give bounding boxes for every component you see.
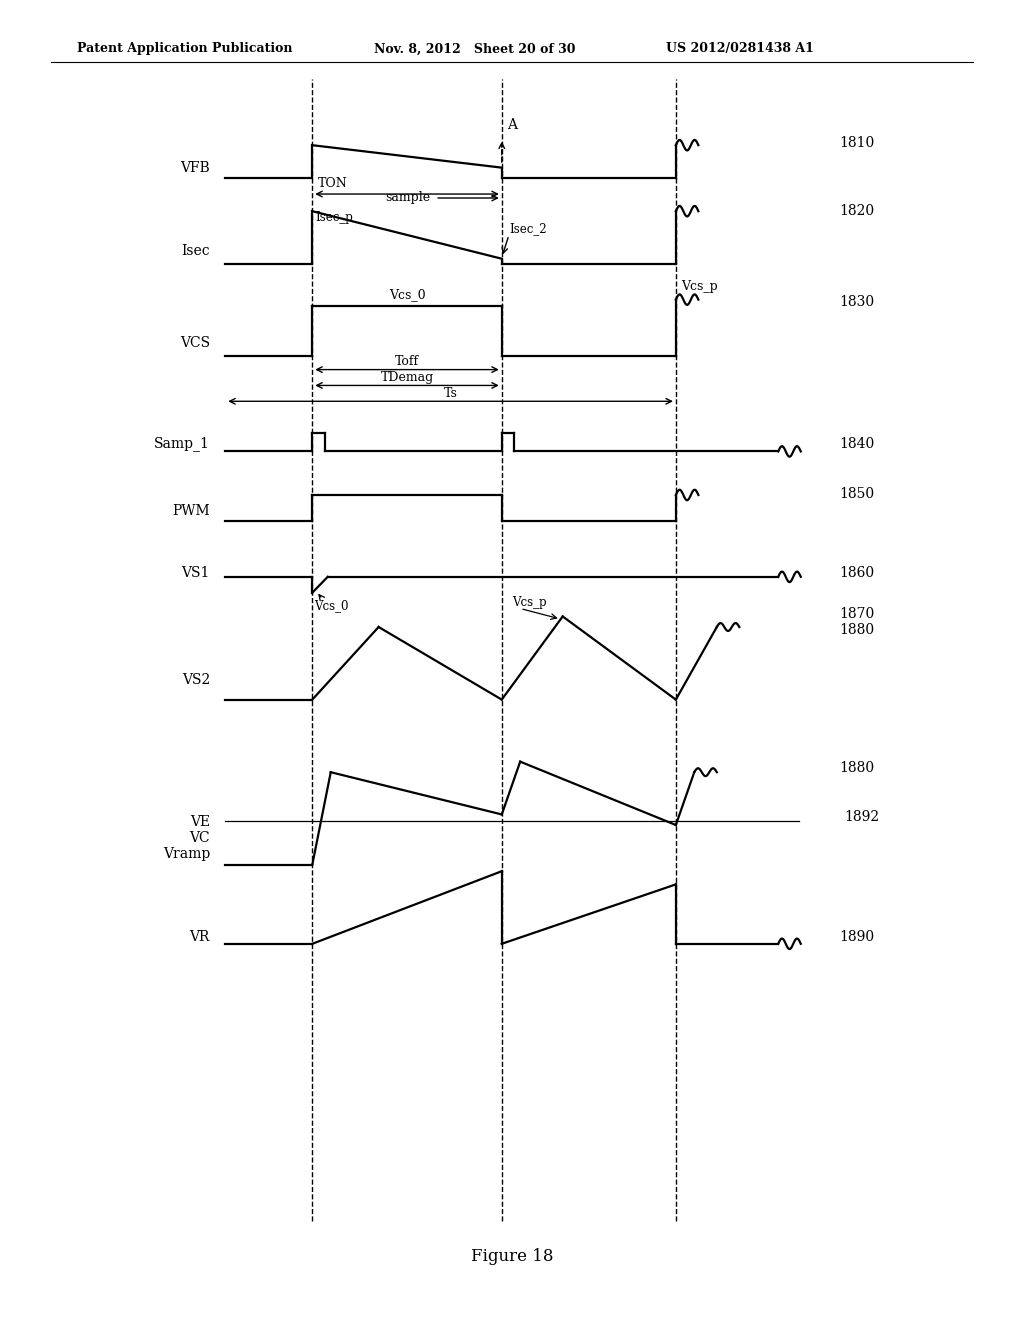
Text: 1810: 1810 bbox=[840, 136, 874, 149]
Text: Isec_2: Isec_2 bbox=[509, 222, 547, 235]
Text: TON: TON bbox=[317, 177, 347, 190]
Text: VFB: VFB bbox=[180, 161, 210, 174]
Text: A: A bbox=[507, 117, 517, 132]
Text: TDemag: TDemag bbox=[380, 371, 434, 384]
Text: sample: sample bbox=[385, 191, 430, 205]
Text: Patent Application Publication: Patent Application Publication bbox=[77, 42, 292, 55]
Text: 1890: 1890 bbox=[840, 931, 874, 944]
Text: Nov. 8, 2012   Sheet 20 of 30: Nov. 8, 2012 Sheet 20 of 30 bbox=[374, 42, 575, 55]
Text: Vcs_0: Vcs_0 bbox=[389, 288, 425, 301]
Text: Vcs_p: Vcs_p bbox=[512, 595, 547, 609]
Text: 1850: 1850 bbox=[840, 487, 874, 500]
Text: Samp_1: Samp_1 bbox=[154, 436, 210, 451]
Text: Toff: Toff bbox=[395, 355, 419, 368]
Text: 1830: 1830 bbox=[840, 296, 874, 309]
Text: 1860: 1860 bbox=[840, 566, 874, 579]
Text: Vramp: Vramp bbox=[163, 847, 210, 861]
Text: 1820: 1820 bbox=[840, 205, 874, 218]
Text: 1840: 1840 bbox=[840, 437, 874, 450]
Text: VS2: VS2 bbox=[181, 673, 210, 686]
Text: PWM: PWM bbox=[172, 504, 210, 517]
Text: Ts: Ts bbox=[443, 387, 458, 400]
Text: 1880: 1880 bbox=[840, 623, 874, 636]
Text: Isec_p: Isec_p bbox=[315, 211, 353, 224]
Text: VC: VC bbox=[189, 832, 210, 845]
Text: VR: VR bbox=[189, 931, 210, 944]
Text: VE: VE bbox=[189, 816, 210, 829]
Text: Vcs_0: Vcs_0 bbox=[314, 599, 349, 612]
Text: VS1: VS1 bbox=[181, 566, 210, 579]
Text: Vcs_p: Vcs_p bbox=[681, 280, 718, 293]
Text: 1870: 1870 bbox=[840, 607, 874, 620]
Text: VCS: VCS bbox=[180, 337, 210, 350]
Text: US 2012/0281438 A1: US 2012/0281438 A1 bbox=[666, 42, 813, 55]
Text: 1892: 1892 bbox=[845, 810, 880, 824]
Text: Figure 18: Figure 18 bbox=[471, 1249, 553, 1265]
Text: Isec: Isec bbox=[181, 244, 210, 257]
Text: 1880: 1880 bbox=[840, 762, 874, 775]
